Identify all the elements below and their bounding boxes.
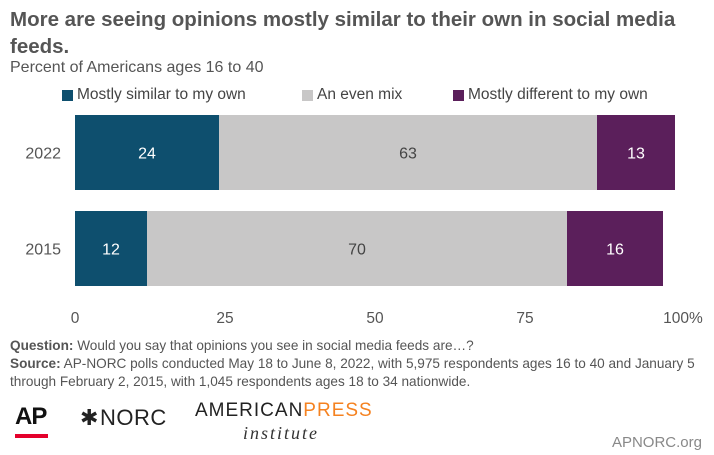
legend-item-different: Mostly different to my own <box>453 86 648 104</box>
question-label: Question: <box>10 338 74 353</box>
bar-segment-2015-1 <box>147 211 567 286</box>
question-note: Question: Would you say that opinions yo… <box>10 337 710 355</box>
chart-title: More are seeing opinions mostly similar … <box>10 8 676 58</box>
source-label: Source: <box>10 356 61 371</box>
ap-logo-underline <box>15 434 48 438</box>
legend-swatch-similar <box>62 89 73 101</box>
api-press-text: PRESS <box>303 400 373 421</box>
data-label-2022-0: 24 <box>138 146 156 163</box>
bar-segment-2022-1 <box>219 115 597 190</box>
american-press-logo: AMERICANPRESS <box>195 400 373 422</box>
source-note: Source: AP-NORC polls conducted May 18 t… <box>10 355 710 391</box>
api-american-text: AMERICAN <box>195 400 304 421</box>
legend-label-similar: Mostly similar to my own <box>77 86 246 103</box>
chart-notes: Question: Would you say that opinions yo… <box>10 337 710 391</box>
legend-swatch-even-mix <box>302 89 313 101</box>
chart-subtitle: Percent of Americans ages 16 to 40 <box>10 59 264 76</box>
stacked-bar-chart: 2022 24 63 13 2015 12 70 16 0 25 50 75 100% <box>25 115 703 327</box>
x-tick-label-0: 0 <box>71 310 80 327</box>
legend-label-even-mix: An even mix <box>317 86 403 103</box>
api-institute-text: institute <box>243 423 319 443</box>
question-text: Would you say that opinions you see in s… <box>77 338 474 353</box>
site-url: APNORC.org <box>611 434 702 451</box>
data-label-2015-0: 12 <box>102 242 120 259</box>
x-tick-label-2: 50 <box>366 310 384 327</box>
data-label-2015-1: 70 <box>348 242 366 259</box>
category-label-2015: 2015 <box>25 242 61 259</box>
norc-logo-text: NORC <box>99 405 167 430</box>
ap-logo: AP <box>15 403 47 430</box>
legend-item-even-mix: An even mix <box>302 86 402 104</box>
data-label-2022-2: 13 <box>627 146 645 163</box>
legend-swatch-different <box>453 89 464 101</box>
legend-label-different: Mostly different to my own <box>468 86 648 103</box>
bar-segment-2022-0 <box>75 115 219 190</box>
norc-logo: ✱NORC <box>80 405 167 431</box>
bar-segment-2015-0 <box>75 211 147 286</box>
data-label-2022-1: 63 <box>399 146 417 163</box>
norc-star-icon: ✱ <box>80 405 99 430</box>
bar-segment-2022-2 <box>597 115 675 190</box>
x-tick-label-1: 25 <box>216 310 233 327</box>
legend-item-similar: Mostly similar to my own <box>62 86 246 104</box>
source-text: AP-NORC polls conducted May 18 to June 8… <box>10 356 695 389</box>
x-tick-label-4: 100% <box>663 310 703 327</box>
category-label-2022: 2022 <box>25 146 61 163</box>
data-label-2015-2: 16 <box>606 242 624 259</box>
x-tick-label-3: 75 <box>516 310 533 327</box>
bar-segment-2015-2 <box>567 211 663 286</box>
